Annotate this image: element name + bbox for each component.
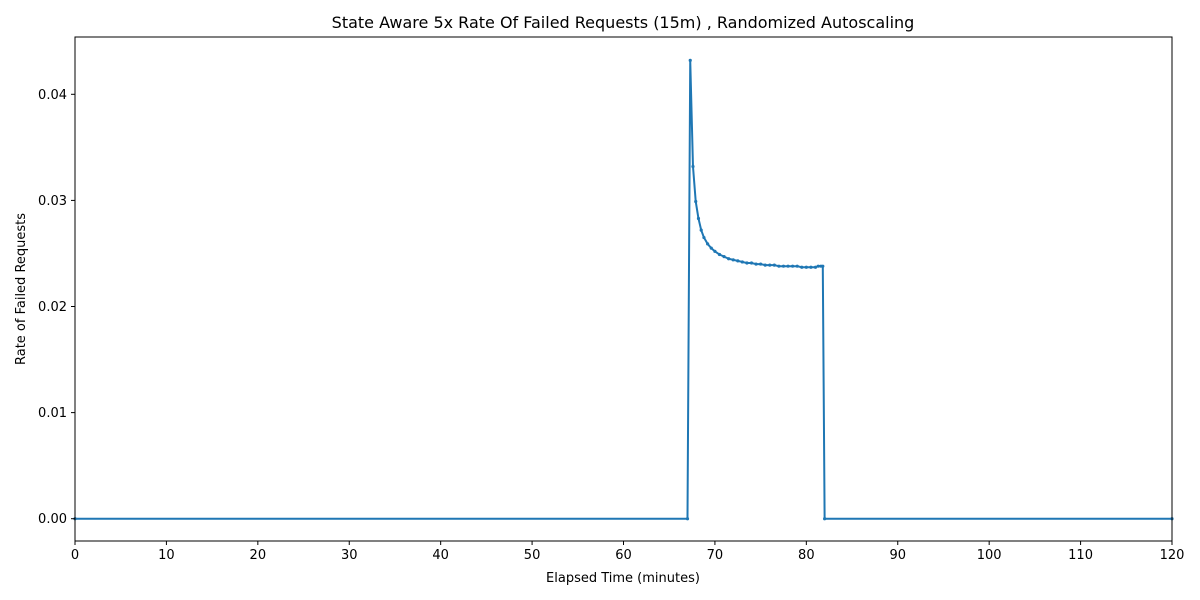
- y-axis: 0.00 0.01 0.02 0.03 0.04: [38, 88, 75, 527]
- x-axis: 0 10 20 30 40 50 60 70 80 90 100 110 120: [71, 541, 1185, 563]
- x-tick-label: 90: [889, 548, 906, 563]
- y-tick-label: 0.00: [38, 512, 67, 527]
- x-tick-label: 0: [71, 548, 79, 563]
- data-point: [688, 58, 692, 62]
- plot-frame: [74, 36, 1173, 542]
- x-tick-label: 50: [524, 548, 541, 563]
- x-tick-label: 10: [158, 548, 175, 563]
- data-point: [821, 264, 825, 268]
- data-point: [795, 264, 799, 268]
- data-point: [781, 264, 786, 268]
- x-tick-label: 100: [977, 548, 1002, 563]
- data-point: [777, 264, 781, 268]
- y-tick-label: 0.04: [38, 88, 67, 103]
- data-point: [736, 259, 740, 263]
- data-point: [809, 265, 813, 269]
- data-point: [685, 517, 690, 521]
- data-point: [722, 255, 726, 259]
- data-point: [731, 258, 735, 262]
- data-point: [740, 260, 744, 264]
- data-point: [772, 263, 776, 267]
- data-point: [813, 265, 818, 269]
- y-tick-label: 0.02: [38, 300, 67, 315]
- data-point: [749, 261, 754, 265]
- data-point: [745, 261, 749, 265]
- data-point: [754, 262, 758, 266]
- data-point: [706, 242, 710, 246]
- data-point: [696, 216, 701, 221]
- data-point: [791, 264, 795, 268]
- x-axis-label: Elapsed Time (minutes): [546, 571, 700, 586]
- series-line: [75, 59, 1172, 520]
- data-point: [800, 265, 804, 269]
- data-point: [709, 246, 713, 250]
- data-point: [759, 262, 763, 266]
- data-point: [717, 252, 722, 257]
- y-tick-label: 0.03: [38, 194, 67, 209]
- x-tick-label: 110: [1068, 548, 1093, 563]
- data-point: [699, 228, 703, 232]
- x-tick-label: 20: [250, 548, 267, 563]
- data-point: [786, 264, 790, 268]
- x-tick-label: 30: [341, 548, 358, 563]
- chart-title: State Aware 5x Rate Of Failed Requests (…: [332, 13, 915, 32]
- data-point: [713, 249, 717, 253]
- plot-area: [73, 58, 1174, 521]
- y-tick-label: 0.01: [38, 406, 67, 421]
- x-tick-label: 60: [615, 548, 632, 563]
- y-axis-label: Rate of Failed Requests: [14, 213, 29, 365]
- data-point: [694, 199, 698, 204]
- data-point: [727, 257, 731, 261]
- x-tick-label: 40: [432, 548, 449, 563]
- x-tick-label: 80: [798, 548, 815, 563]
- data-point: [768, 263, 772, 267]
- x-tick-label: 70: [707, 548, 724, 563]
- data-point: [691, 164, 695, 169]
- data-point: [804, 265, 808, 269]
- data-point: [702, 235, 706, 240]
- data-point: [816, 264, 820, 268]
- x-tick-label: 120: [1160, 548, 1185, 563]
- data-point: [823, 517, 827, 521]
- data-point: [763, 263, 767, 267]
